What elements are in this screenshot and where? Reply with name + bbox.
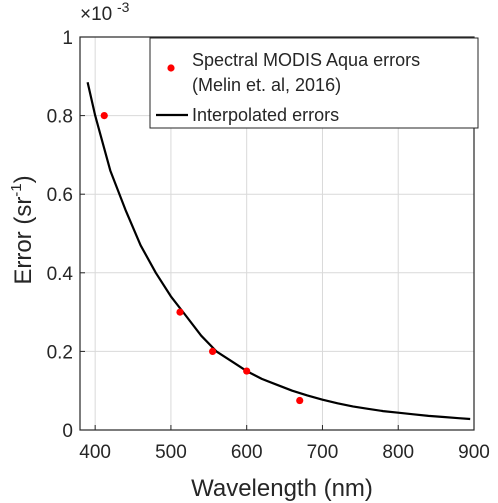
y-tick-label: 0.4	[47, 264, 74, 285]
spectral-error-point	[176, 308, 184, 316]
plot-frame	[79, 36, 475, 431]
legend-label-spectral-errors: Spectral MODIS Aqua errors	[192, 50, 420, 70]
legend-marker-spectral-errors	[167, 64, 175, 72]
x-tick-label: 500	[155, 442, 187, 463]
legend-box	[149, 37, 479, 129]
y-multiplier-exponent: -3	[117, 0, 130, 15]
y-axis-label: Error (sr-1)	[8, 175, 37, 284]
spectral-error-point	[296, 396, 304, 405]
x-tick-label: 700	[307, 442, 339, 463]
spectral-error-point	[208, 347, 217, 355]
x-tick-label: 400	[79, 442, 111, 463]
y-tick-label: 0.6	[47, 185, 73, 206]
y-tick-label: 1	[62, 28, 73, 49]
legend-label-spectral-errors-source: (Melin et. al, 2016)	[192, 75, 341, 95]
interpolated-errors-line-layer	[86, 81, 471, 421]
x-tick-label: 600	[231, 442, 263, 463]
y-tick-label: 0	[62, 421, 73, 442]
y-tick-label: 0.8	[47, 107, 73, 128]
x-tick-label: 800	[382, 442, 414, 463]
legend-label-interpolated: Interpolated errors	[192, 105, 339, 125]
x-axis-ticks: 400 500 600 700 800 900	[79, 425, 490, 463]
spectral-error-point	[100, 112, 108, 120]
y-multiplier-base: ×10	[80, 4, 112, 25]
interpolated-errors-line	[86, 81, 471, 421]
y-axis-ticks: 0 0.2 0.4 0.6 0.8 1	[47, 28, 85, 442]
y-tick-label: 0.2	[47, 342, 73, 363]
spectral-errors-points-layer	[100, 112, 304, 405]
x-tick-label: 900	[458, 442, 490, 463]
legend: Spectral MODIS Aqua errors (Melin et. al…	[149, 37, 479, 129]
y-axis-label-group: Error (sr-1)	[8, 175, 37, 284]
spectral-error-point	[243, 367, 251, 375]
x-axis-label: Wavelength (nm)	[191, 475, 373, 502]
